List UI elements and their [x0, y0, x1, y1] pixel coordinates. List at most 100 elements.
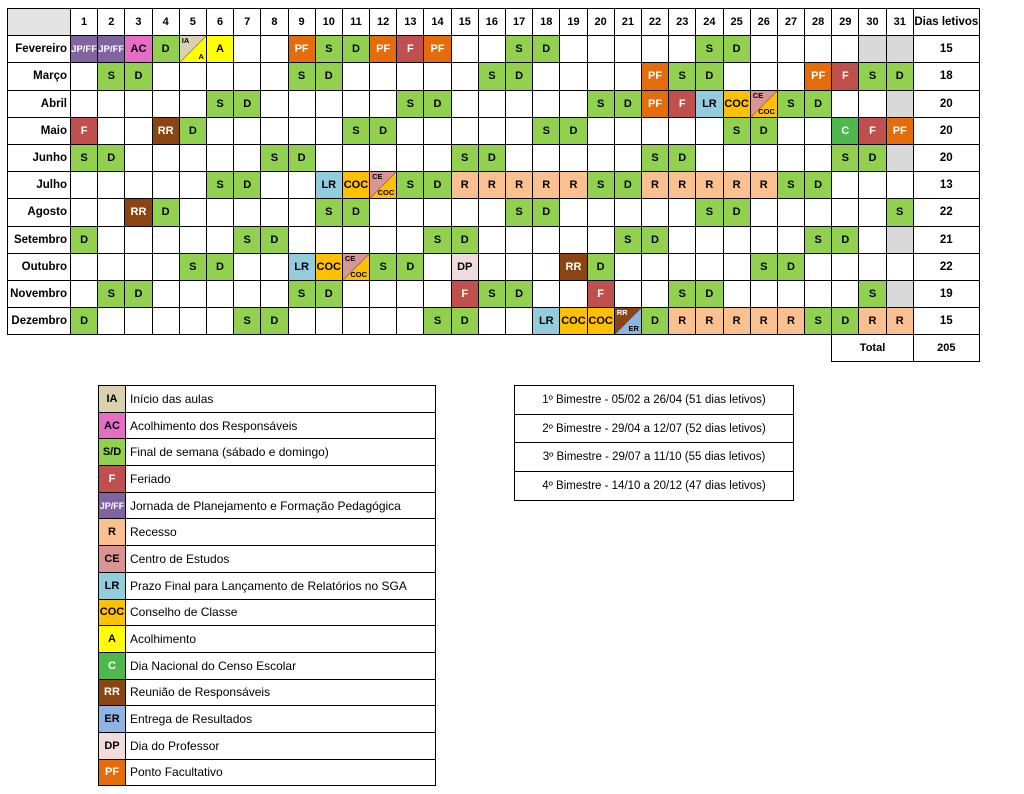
day-cell [640, 116, 670, 145]
day-cell [885, 143, 914, 173]
day-cell: COC [341, 171, 371, 200]
dias-letivos-value: 20 [912, 116, 980, 145]
day-cell [504, 225, 534, 254]
day-cell: S [776, 171, 806, 200]
day-cell: D [369, 116, 398, 145]
day-cell: COC [586, 307, 615, 336]
day-cell: F [668, 89, 697, 118]
day-cell: S [776, 89, 806, 118]
day-cell: R [749, 171, 778, 200]
day-cell [586, 116, 615, 145]
day-cell [858, 225, 887, 254]
day-cell [314, 307, 343, 336]
day-cell [178, 307, 207, 336]
day-cell: F [450, 279, 479, 309]
day-header-13: 13 [396, 7, 425, 37]
day-cell [613, 143, 642, 173]
day-cell [178, 279, 207, 309]
day-cell: D [69, 225, 99, 254]
legend-item-s-d: S/D Final de semana (sábado e domingo) [98, 438, 436, 467]
month-row-outubro: Outubro S D LR COC CE COC S D DP RR D S D 22 [7, 252, 980, 281]
day-cell [613, 62, 642, 91]
dias-letivos-value: 15 [912, 35, 980, 64]
day-cell [260, 35, 289, 64]
day-cell [97, 89, 126, 118]
day-cell [178, 225, 207, 254]
day-header-16: 16 [477, 7, 507, 37]
legend-item-jp-ff: JP/FF Jornada de Planejamento e Formação … [98, 491, 436, 520]
day-cell: D [613, 171, 642, 200]
day-cell: RR [124, 198, 153, 227]
day-cell [205, 198, 235, 227]
day-cell [722, 62, 751, 91]
day-cell: D [559, 116, 588, 145]
day-cell [423, 198, 452, 227]
day-header-21: 21 [613, 7, 642, 37]
bimestre-row: 4º Bimestre - 14/10 a 20/12 (47 dias let… [514, 471, 794, 501]
day-cell [369, 89, 398, 118]
legend-item-f: F Feriado [98, 465, 436, 493]
day-cell: R [504, 171, 534, 200]
day-cell: S [504, 198, 534, 227]
month-name: Outubro [7, 252, 71, 281]
split-cell-marker: CE COC [370, 172, 397, 199]
legend-code: CE [98, 545, 126, 573]
day-cell [369, 279, 398, 309]
day-cell: S [233, 307, 262, 336]
day-cell [532, 225, 561, 254]
legend-label: Conselho de Classe [125, 598, 436, 627]
day-cell [69, 89, 99, 118]
day-cell: COC [314, 252, 343, 281]
day-cell: D [504, 62, 534, 91]
day-header-30: 30 [858, 7, 887, 37]
day-cell [369, 225, 398, 254]
day-cell [749, 143, 778, 173]
day-cell [287, 116, 316, 145]
day-cell [504, 143, 534, 173]
day-cell [776, 35, 806, 64]
day-cell [885, 89, 914, 118]
day-cell [260, 198, 289, 227]
day-cell [97, 225, 126, 254]
day-cell [450, 89, 479, 118]
day-cell: D [831, 307, 860, 336]
split-label-top: CE [372, 172, 383, 182]
day-cell: D [233, 171, 262, 200]
day-cell [260, 62, 289, 91]
month-row-setembro: Setembro D S D S D S D S D 21 [7, 225, 980, 254]
day-cell: LR [532, 307, 561, 336]
legend-item-pf: PF Ponto Facultativo [98, 758, 436, 787]
bimestre-text: 1º Bimestre - 05/02 a 26/04 (51 dias let… [514, 385, 794, 415]
day-cell [396, 198, 425, 227]
day-cell [233, 143, 262, 173]
legend-label: Início das aulas [125, 385, 436, 413]
day-cell [804, 143, 833, 173]
legend-code: PF [98, 758, 126, 787]
day-cell [69, 198, 99, 227]
day-cell [722, 252, 751, 281]
day-header-5: 5 [178, 7, 207, 37]
day-cell: CE COC [341, 252, 371, 281]
day-cell [695, 252, 724, 281]
legend-item-lr: LR Prazo Final para Lançamento de Relatór… [98, 571, 436, 600]
day-cell: S [178, 252, 207, 281]
day-cell [124, 225, 153, 254]
legend-code: LR [98, 571, 126, 600]
day-cell [69, 171, 99, 200]
day-cell [695, 116, 724, 145]
legend-code: ER [98, 705, 126, 733]
dias-letivos-value: 22 [912, 252, 980, 281]
day-cell: JP/FF [97, 35, 126, 64]
month-name: Fevereiro [7, 35, 71, 64]
month-row-dezembro: Dezembro D S D S D LR COC COC RR ER D R R R R R S D R R 15 [7, 307, 980, 336]
day-cell: S [396, 89, 425, 118]
day-cell: D [287, 143, 316, 173]
legend-code: DP [98, 731, 126, 760]
day-cell [423, 279, 452, 309]
day-cell: R [668, 307, 697, 336]
day-cell: D [722, 198, 751, 227]
month-name: Abril [7, 89, 71, 118]
day-cell [396, 279, 425, 309]
day-cell: S [205, 89, 235, 118]
legend-label: Ponto Facultativo [125, 758, 436, 787]
